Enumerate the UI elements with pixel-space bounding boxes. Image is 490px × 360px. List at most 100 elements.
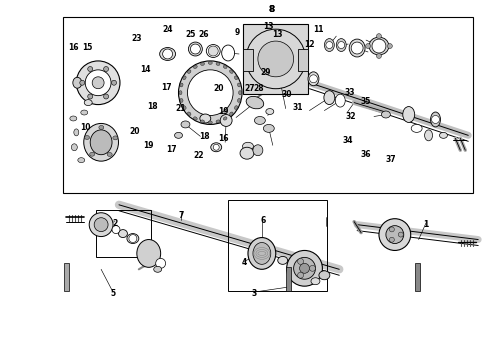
Ellipse shape [137,239,161,267]
Circle shape [326,41,333,49]
Text: 33: 33 [344,88,355,97]
Text: 17: 17 [161,83,171,92]
Text: 16: 16 [69,43,79,52]
Text: 10: 10 [80,123,91,132]
Ellipse shape [70,116,77,121]
Text: 14: 14 [140,66,150,75]
Ellipse shape [84,100,92,105]
Circle shape [294,257,316,279]
Ellipse shape [253,145,263,156]
Text: 19: 19 [144,141,154,150]
Ellipse shape [324,91,335,105]
Ellipse shape [160,48,175,60]
Circle shape [376,33,381,39]
Ellipse shape [253,243,271,264]
Ellipse shape [349,39,365,57]
Text: 17: 17 [166,145,176,154]
Ellipse shape [230,70,233,73]
Ellipse shape [174,132,182,138]
Circle shape [191,44,200,54]
Circle shape [246,29,306,89]
Ellipse shape [336,39,346,51]
Ellipse shape [319,271,330,280]
Ellipse shape [223,117,227,120]
Circle shape [379,219,411,251]
Text: 5: 5 [110,289,115,298]
Text: 19: 19 [218,107,228,116]
Circle shape [178,61,242,125]
Text: 4: 4 [242,258,246,267]
Ellipse shape [238,83,241,87]
Circle shape [129,235,137,243]
Circle shape [432,116,440,123]
Bar [96,210,151,257]
Ellipse shape [230,112,233,116]
Bar [243,24,308,94]
Circle shape [103,94,109,99]
Ellipse shape [99,125,104,129]
Ellipse shape [208,121,212,124]
Circle shape [112,80,117,85]
Text: 28: 28 [253,84,264,93]
Circle shape [103,67,109,72]
Circle shape [112,226,120,234]
Ellipse shape [381,111,391,118]
Ellipse shape [180,98,183,102]
Text: 34: 34 [343,136,353,145]
Bar [286,267,291,291]
Ellipse shape [84,123,119,161]
Ellipse shape [403,107,415,122]
Text: 12: 12 [304,40,315,49]
Ellipse shape [189,42,202,56]
Text: 20: 20 [129,127,139,136]
Ellipse shape [81,110,88,115]
Text: 8: 8 [269,5,275,14]
Circle shape [388,44,392,49]
Text: 37: 37 [386,155,396,164]
Circle shape [94,218,108,231]
Bar [243,49,253,71]
Ellipse shape [200,114,211,123]
Text: 13: 13 [263,22,273,31]
Ellipse shape [278,256,288,264]
Ellipse shape [194,65,197,68]
Ellipse shape [238,98,241,102]
Ellipse shape [188,112,191,116]
Ellipse shape [72,144,77,151]
Text: 26: 26 [198,30,209,39]
Bar [64,264,70,291]
Ellipse shape [90,130,112,155]
Bar [415,264,419,291]
Bar [228,200,327,291]
Circle shape [372,39,386,53]
Ellipse shape [234,106,238,109]
Ellipse shape [266,109,274,114]
Text: 35: 35 [360,97,371,106]
Text: 15: 15 [82,43,92,52]
Text: 27: 27 [245,84,255,93]
Circle shape [299,264,310,273]
Circle shape [310,75,318,83]
Ellipse shape [216,62,220,66]
Ellipse shape [221,45,235,61]
Circle shape [76,61,120,105]
Ellipse shape [113,136,118,140]
Ellipse shape [240,147,254,159]
Ellipse shape [183,106,186,109]
Ellipse shape [324,39,334,51]
Circle shape [89,213,113,237]
Text: 11: 11 [313,26,323,35]
Ellipse shape [308,72,319,86]
Ellipse shape [254,117,266,125]
Ellipse shape [200,120,204,123]
Circle shape [88,67,93,72]
Bar [297,49,308,71]
Ellipse shape [78,158,85,163]
Circle shape [188,70,233,116]
Circle shape [92,77,104,89]
Text: 32: 32 [346,112,356,121]
Text: 23: 23 [132,35,142,44]
Ellipse shape [369,37,389,55]
Text: 9: 9 [235,28,240,37]
Ellipse shape [183,76,186,80]
